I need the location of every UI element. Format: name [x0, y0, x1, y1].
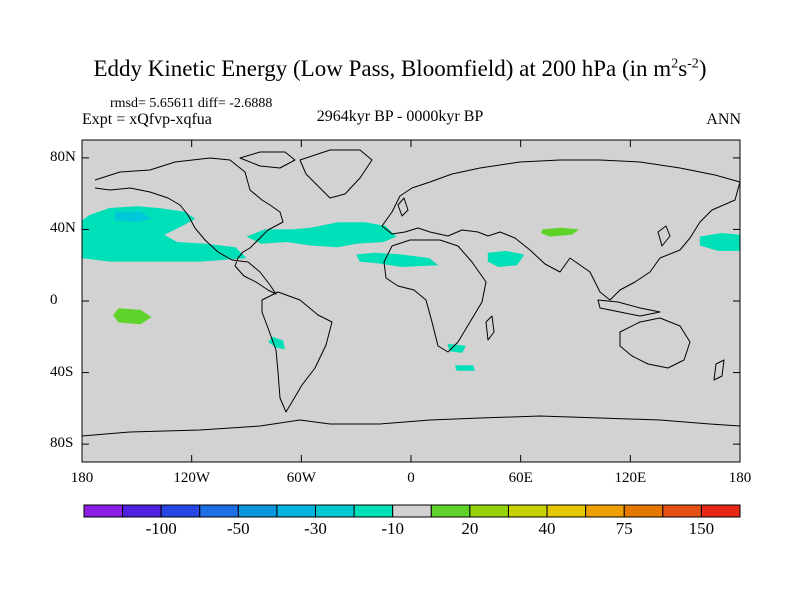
anomaly-regions — [82, 206, 740, 371]
colorbar-swatch — [276, 504, 317, 518]
region-tibet-green — [540, 227, 580, 237]
colorbar-label: 150 — [688, 519, 715, 538]
colorbar-swatch — [507, 504, 548, 518]
colorbar-label: -30 — [304, 519, 327, 538]
season-label: ANN — [706, 111, 741, 128]
lon-label: 180 — [728, 470, 752, 486]
colorbar — [83, 504, 741, 518]
region-saharan-cyan — [356, 252, 439, 267]
lon-label: 0 — [407, 470, 415, 486]
coastlines — [81, 149, 741, 437]
coast-eurasia — [381, 159, 741, 301]
colorbar-swatch — [623, 504, 664, 518]
lat-label: 80N — [50, 148, 76, 165]
colorbar-swatch — [430, 504, 471, 518]
colorbar-swatch — [122, 504, 162, 518]
coast-south-america — [261, 291, 333, 413]
colorbar-label: 40 — [538, 519, 556, 538]
axis-ticks — [81, 140, 741, 462]
colorbar-label: 20 — [461, 519, 479, 538]
colorbar-swatch — [199, 504, 239, 518]
region-north-atlantic-cyan — [246, 222, 397, 248]
colorbar-swatch — [315, 504, 355, 518]
region-west-pacific-cyan — [699, 233, 740, 251]
colorbar-swatch — [83, 504, 124, 518]
lon-label: 180 — [70, 470, 94, 486]
region-south-indian-cyan — [454, 365, 475, 371]
lat-label: 80S — [50, 435, 74, 452]
coast-indonesia — [597, 299, 661, 317]
colorbar-swatch — [546, 504, 587, 518]
colorbar-label: -50 — [227, 519, 250, 538]
experiment-label: Expt = xQfvp-xqfua — [82, 111, 212, 128]
coast-madagascar — [485, 315, 495, 341]
map-title: Eddy Kinetic Energy (Low Pass, Bloomfiel… — [93, 56, 707, 81]
coast-japan — [657, 225, 671, 247]
colorbar-label: 75 — [615, 519, 633, 538]
coast-new-zealand — [713, 359, 725, 381]
lon-label: 60E — [508, 470, 533, 486]
lon-label: 120E — [614, 470, 647, 486]
region-north-pacific-blue-core — [114, 211, 152, 223]
map-background — [82, 140, 740, 462]
lon-label: 120W — [173, 470, 210, 486]
coast-australia — [619, 317, 691, 369]
colorbar-swatch — [585, 504, 625, 518]
coast-britain — [397, 197, 409, 217]
colorbar-swatch — [392, 504, 432, 518]
coast-north-america — [94, 157, 284, 295]
lon-label: 60W — [286, 470, 316, 486]
lat-label: 0 — [50, 292, 58, 308]
region-south-africa-cyan — [447, 343, 466, 353]
stats-text: rmsd= 5.65611 diff= -2.6888 — [110, 96, 273, 111]
lat-label: 40N — [50, 220, 76, 237]
lat-label: 40S — [50, 363, 74, 380]
colorbar-swatch — [160, 504, 201, 518]
coast-arctic-islands — [239, 151, 296, 169]
colorbar-swatch — [353, 504, 394, 518]
colorbar-swatch — [237, 504, 278, 518]
period-label: 2964kyr BP - 0000kyr BP — [316, 108, 484, 125]
coast-africa — [383, 239, 487, 353]
colorbar-swatch — [700, 504, 741, 518]
region-tropical-pacific-green — [113, 308, 152, 325]
colorbar-swatch — [469, 504, 509, 518]
colorbar-label: -100 — [145, 519, 177, 538]
coast-greenland — [299, 149, 373, 199]
colorbar-label: -10 — [381, 519, 405, 538]
coast-antarctica — [81, 415, 741, 437]
colorbar-swatch — [662, 504, 702, 518]
region-arabian-cyan — [487, 250, 525, 267]
